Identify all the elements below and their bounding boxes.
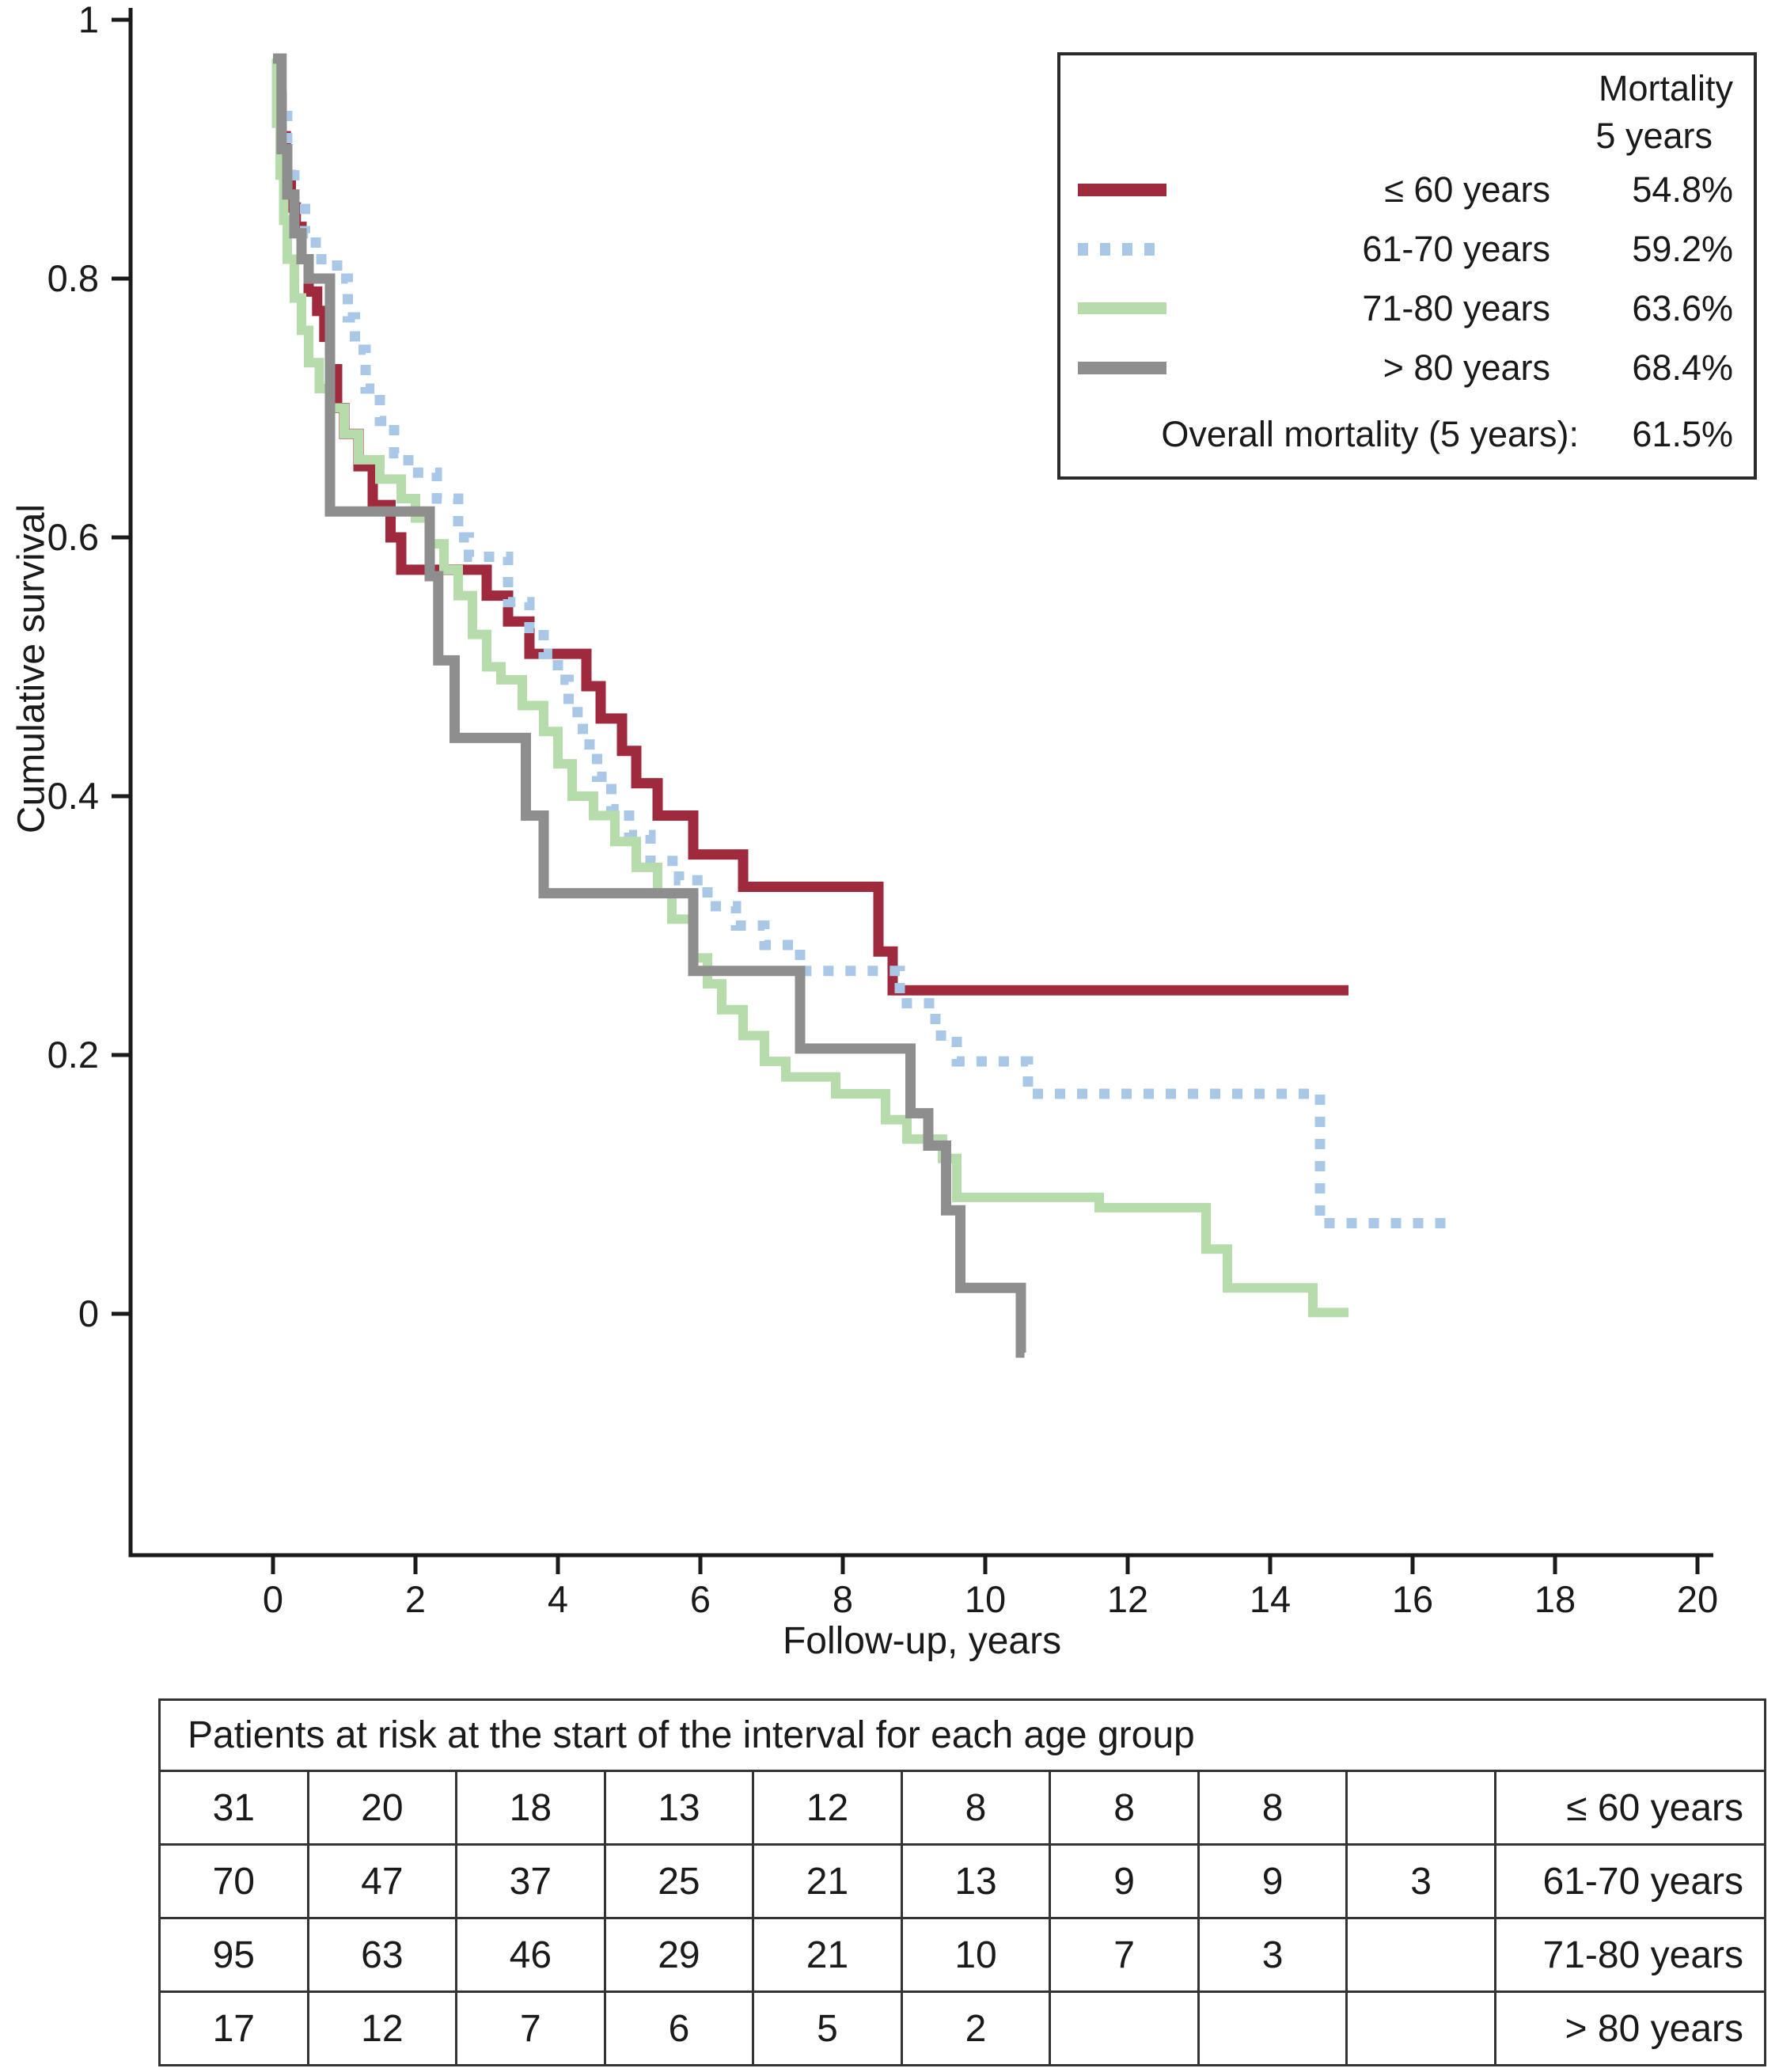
risk-count-cell: 70 <box>158 1843 309 1919</box>
risk-row-label: ≤ 60 years <box>1493 1770 1767 1846</box>
patients-at-risk-table: Patients at risk at the start of the int… <box>158 1698 1767 2066</box>
gt80-line-sample-icon <box>1078 361 1166 374</box>
risk-count-cell: 10 <box>900 1917 1052 1993</box>
risk-table-header-row: Patients at risk at the start of the int… <box>158 1698 1766 1772</box>
risk-count-cell: 31 <box>158 1770 309 1846</box>
risk-count-cell: 21 <box>752 1917 903 1993</box>
risk-count-cell: 3 <box>1197 1917 1348 1993</box>
x-tick-label: 6 <box>690 1578 711 1620</box>
survival-chart: 00.20.40.60.810 2 4 6 8 10 12 14 16 18 20 <box>47 0 1718 1620</box>
x-tick-label: 14 <box>1250 1578 1291 1620</box>
risk-count-cell: 20 <box>306 1770 458 1846</box>
risk-count-cell: 47 <box>306 1843 458 1919</box>
legend-value: 54.8% <box>1632 169 1733 210</box>
risk-count-cell: 12 <box>752 1770 903 1846</box>
risk-count-cell: 95 <box>158 1917 309 1993</box>
risk-table-row: 31 20 18 13 12 8 8 8 ≤ 60 years <box>158 1770 1767 1846</box>
risk-count-cell: 17 <box>158 1990 309 2066</box>
71to80-line-sample-icon <box>1078 302 1166 314</box>
overall-mortality-label: Overall mortality (5 years): <box>1161 414 1579 454</box>
61to70-line-sample-icon <box>1078 242 1166 256</box>
risk-count-cell: 18 <box>455 1770 606 1846</box>
risk-count-cell: 21 <box>752 1843 903 1919</box>
legend-header-line1: Mortality <box>1598 68 1733 108</box>
risk-count-cell: 37 <box>455 1843 606 1919</box>
x-tick-label: 10 <box>965 1578 1006 1620</box>
risk-count-cell: 7 <box>1049 1917 1200 1993</box>
x-tick-label: 4 <box>548 1578 568 1620</box>
risk-table-title: Patients at risk at the start of the int… <box>158 1698 1766 1772</box>
risk-count-cell: 29 <box>603 1917 755 1993</box>
overall-mortality-value: 61.5% <box>1632 414 1733 454</box>
risk-row-label: > 80 years <box>1493 1990 1767 2066</box>
risk-count-cell <box>1197 1990 1348 2066</box>
risk-count-cell: 25 <box>603 1843 755 1919</box>
risk-count-cell: 13 <box>900 1843 1052 1919</box>
y-tick-label: 0.2 <box>47 1034 99 1076</box>
risk-count-cell: 63 <box>306 1917 458 1993</box>
risk-row-label: 61-70 years <box>1493 1843 1767 1919</box>
risk-count-cell: 2 <box>900 1990 1052 2066</box>
x-tick-label: 20 <box>1677 1578 1718 1620</box>
y-tick-label: 0.8 <box>47 257 99 299</box>
risk-table-row: 17 12 7 6 5 2 > 80 years <box>158 1990 1767 2066</box>
legend-row: 71-80 years 63.6% <box>1078 279 1733 338</box>
legend-label: 61-70 years <box>1362 228 1550 269</box>
x-tick-label: 16 <box>1392 1578 1433 1620</box>
x-axis-title: Follow-up, years <box>782 1620 1062 1662</box>
risk-count-cell: 3 <box>1345 1843 1496 1919</box>
x-tick-label: 8 <box>833 1578 853 1620</box>
risk-count-cell: 8 <box>900 1770 1052 1846</box>
risk-count-cell: 7 <box>455 1990 606 2066</box>
legend-label: 71-80 years <box>1362 287 1550 328</box>
y-axis-title: Cumulative survival <box>10 503 53 834</box>
y-tick-label: 1 <box>78 0 99 40</box>
risk-table-row: 70 47 37 25 21 13 9 9 3 61-70 years <box>158 1843 1767 1919</box>
risk-count-cell: 9 <box>1197 1843 1348 1919</box>
legend-label: > 80 years <box>1383 347 1550 388</box>
legend-row: ≤ 60 years 54.8% <box>1078 160 1733 219</box>
legend-row: 61-70 years 59.2% <box>1078 219 1733 279</box>
legend-value: 59.2% <box>1632 228 1733 269</box>
risk-count-cell: 8 <box>1049 1770 1200 1846</box>
legend-row: > 80 years 68.4% <box>1078 338 1733 397</box>
risk-count-cell <box>1049 1990 1200 2066</box>
y-tick-label: 0 <box>78 1292 99 1334</box>
legend-header-line2: 5 years <box>1595 116 1713 156</box>
legend-value: 68.4% <box>1632 347 1733 388</box>
risk-count-cell: 8 <box>1197 1770 1348 1846</box>
x-tick-label: 18 <box>1534 1578 1576 1620</box>
risk-table-row: 95 63 46 29 21 10 7 3 71-80 years <box>158 1917 1767 1993</box>
risk-count-cell <box>1345 1917 1496 1993</box>
legend-label: ≤ 60 years <box>1384 169 1550 210</box>
x-tick-label: 2 <box>405 1578 426 1620</box>
risk-count-cell: 9 <box>1049 1843 1200 1919</box>
risk-count-cell: 5 <box>752 1990 903 2066</box>
risk-count-cell: 13 <box>603 1770 755 1846</box>
legend-value: 63.6% <box>1632 287 1733 328</box>
le60-line-sample-icon <box>1078 183 1166 196</box>
risk-count-cell: 46 <box>455 1917 606 1993</box>
y-tick-label: 0.6 <box>47 516 99 558</box>
risk-row-label: 71-80 years <box>1493 1917 1767 1993</box>
series-line-gt80 <box>273 53 1026 1358</box>
legend-footer: Overall mortality (5 years): 61.5% <box>1078 410 1733 459</box>
series-line-71to80 <box>271 54 1348 1318</box>
risk-count-cell: 6 <box>603 1990 755 2066</box>
risk-count-cell <box>1345 1770 1496 1846</box>
x-tick-label: 12 <box>1107 1578 1148 1620</box>
y-tick-label: 0.4 <box>47 775 99 817</box>
risk-count-cell <box>1345 1990 1496 2066</box>
x-tick-label: 0 <box>263 1578 283 1620</box>
risk-count-cell: 12 <box>306 1990 458 2066</box>
legend-header: Mortality 5 years <box>1078 65 1733 160</box>
risk-table-body: 31 20 18 13 12 8 8 8 ≤ 60 years 70 47 37 25 21 13 9 9 3 61… <box>158 1770 1767 2066</box>
axes-spines <box>128 8 1713 1558</box>
legend: Mortality 5 years ≤ 60 years 54.8% 61-70… <box>1057 52 1757 480</box>
